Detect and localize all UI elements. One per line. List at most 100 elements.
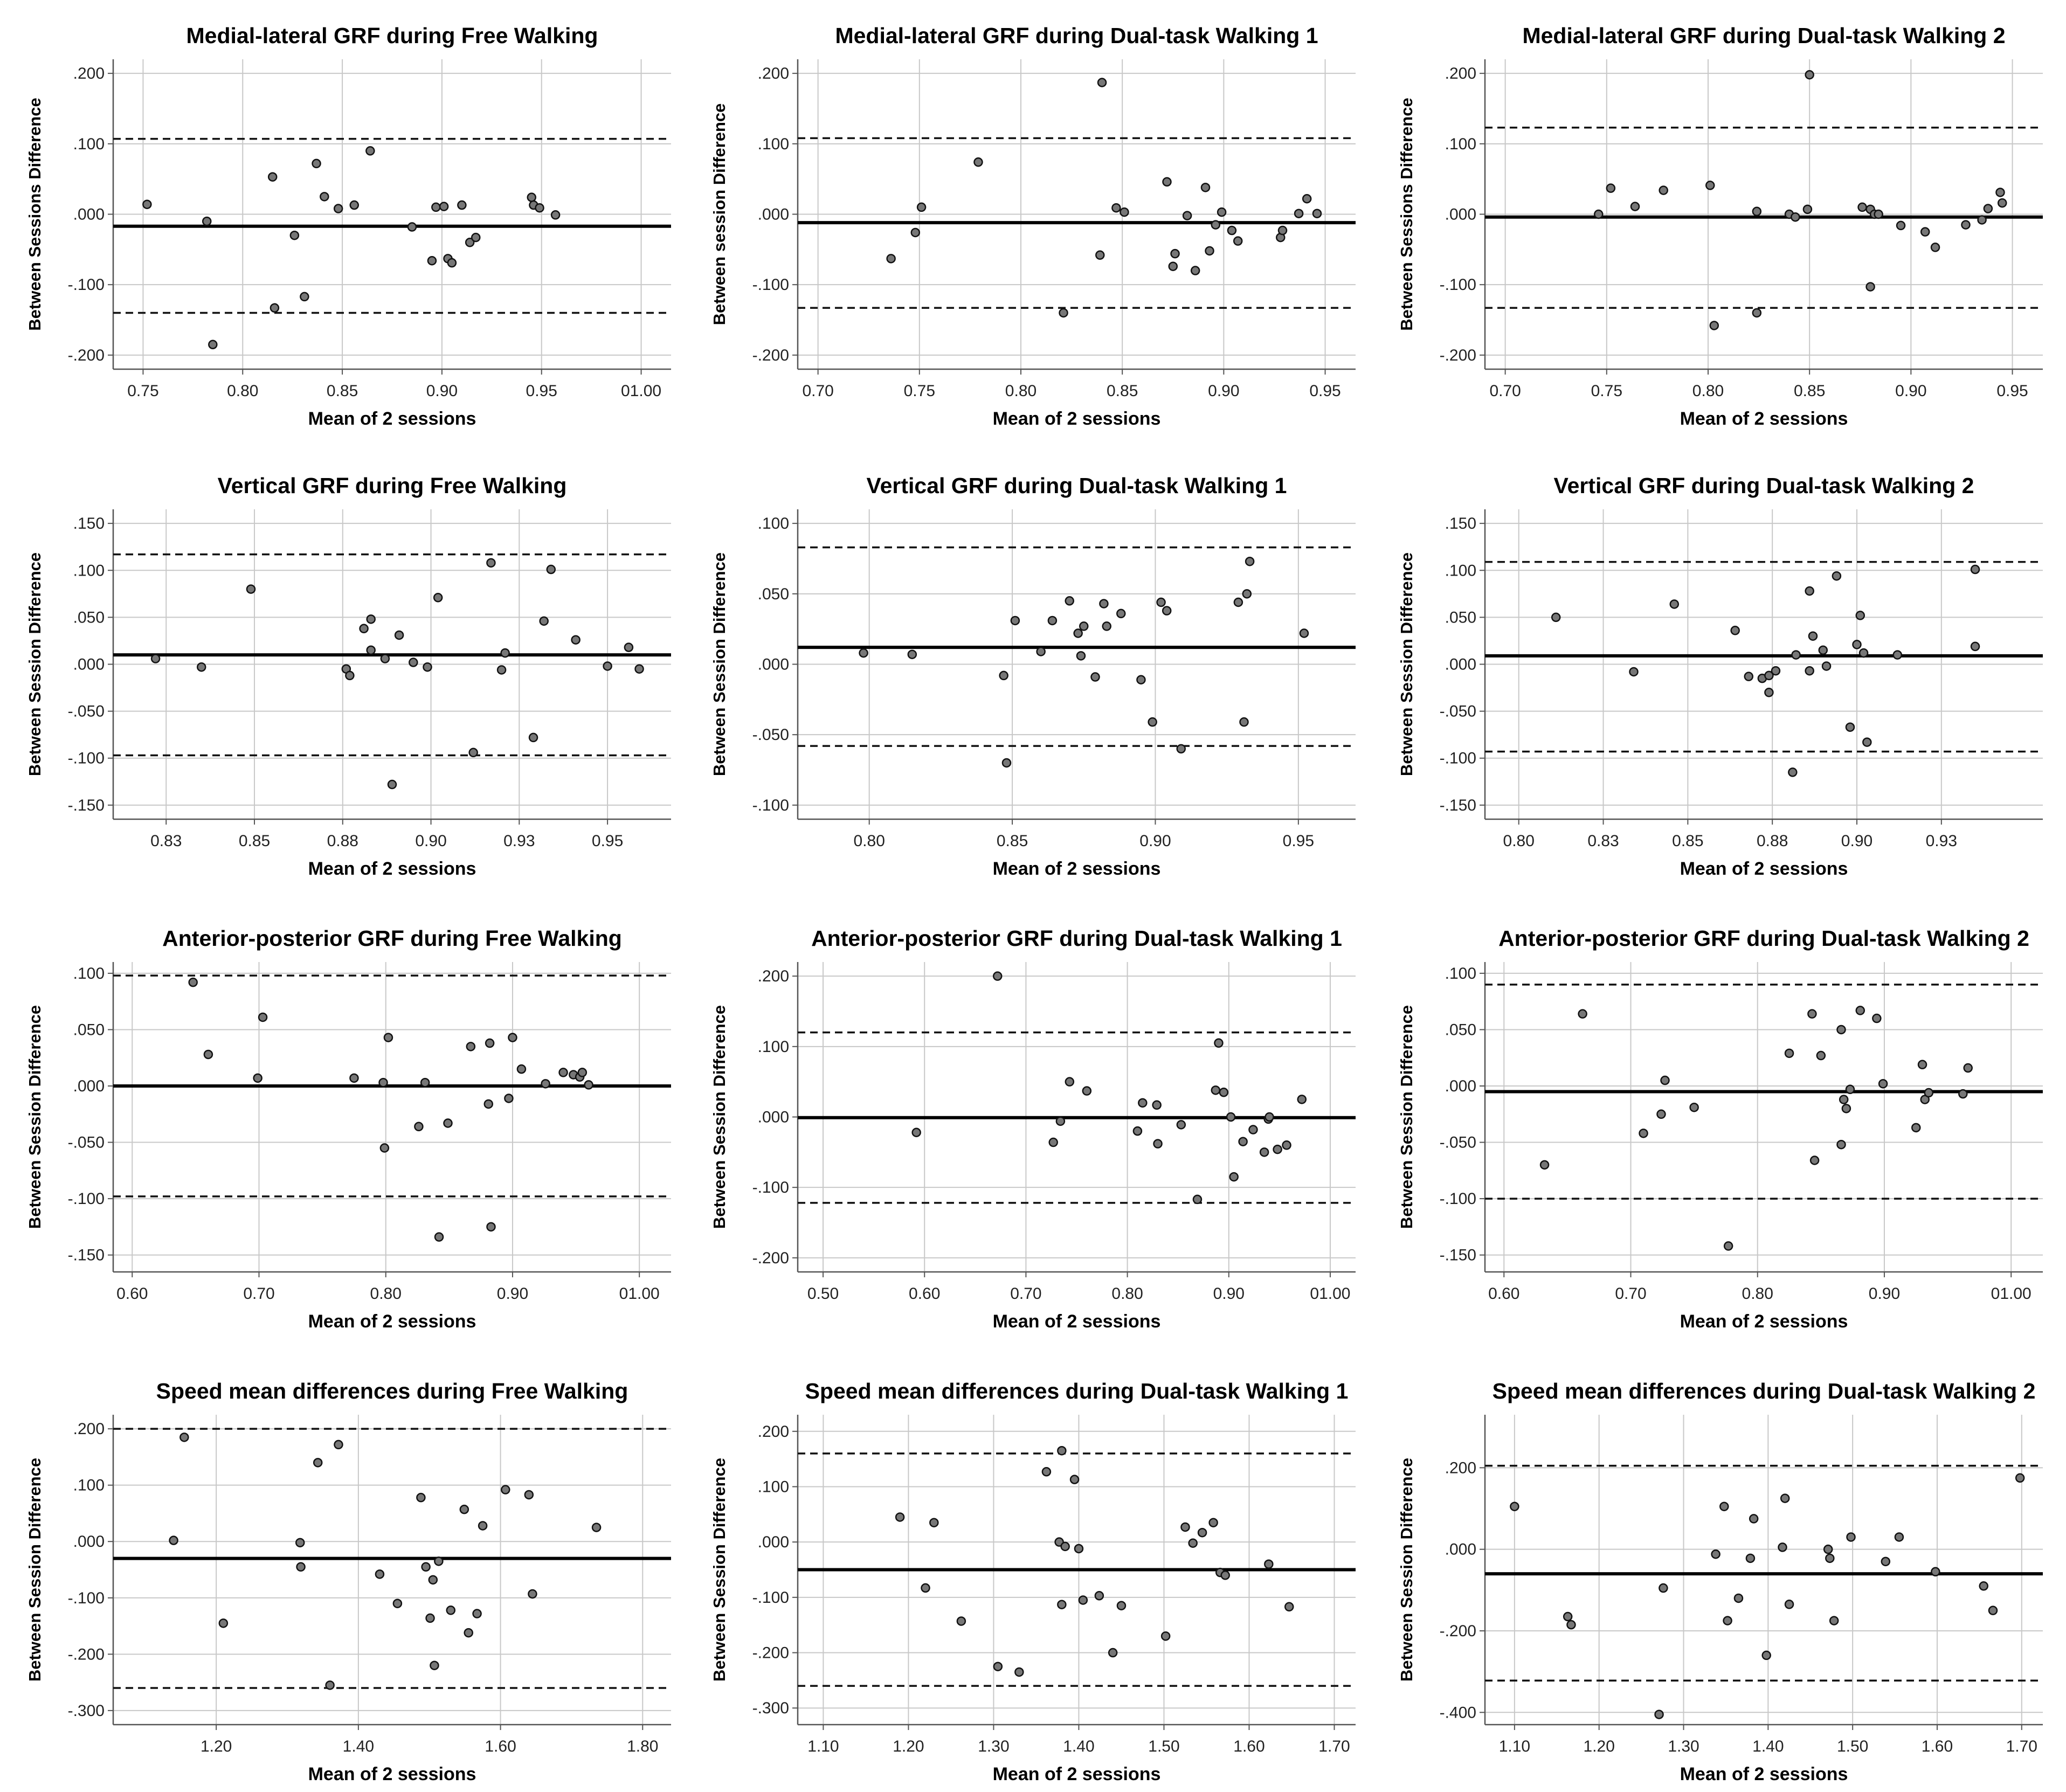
- data-point: [1805, 586, 1814, 596]
- data-point: [312, 158, 321, 169]
- data-point: [1983, 204, 1993, 213]
- y-axis-title: Between Session Difference: [1397, 1005, 1416, 1229]
- data-point: [333, 204, 343, 213]
- x-tick-label: 0.93: [503, 832, 535, 850]
- data-point: [1924, 1088, 1934, 1098]
- data-point: [325, 1680, 335, 1690]
- data-point: [459, 1504, 469, 1514]
- data-point: [150, 654, 161, 663]
- x-tick-label: 1.20: [1584, 1738, 1615, 1755]
- data-point: [208, 340, 218, 350]
- y-axis-title: Between Session Difference: [1397, 1458, 1416, 1682]
- data-point: [457, 200, 467, 210]
- data-point: [485, 1038, 495, 1048]
- data-point: [528, 732, 538, 743]
- data-point: [1639, 1129, 1648, 1138]
- x-tick-label: 0.90: [1841, 832, 1872, 850]
- x-tick-label: 0.75: [1591, 382, 1622, 400]
- x-axis-title: Mean of 2 sessions: [993, 859, 1161, 879]
- y-tick-label: .150: [1445, 515, 1476, 532]
- data-point: [1808, 631, 1818, 641]
- data-point: [1771, 666, 1781, 676]
- x-tick-label: 0.60: [909, 1285, 940, 1303]
- data-point: [345, 670, 355, 681]
- data-point: [1855, 1006, 1865, 1015]
- y-tick-label: .200: [73, 1420, 105, 1438]
- data-point: [1188, 1538, 1198, 1548]
- y-tick-label: .200: [73, 65, 105, 82]
- y-tick-label: -.150: [68, 1247, 105, 1264]
- data-point: [1752, 206, 1762, 217]
- y-axis-title: Between Session Difference: [1397, 552, 1416, 776]
- data-point: [895, 1512, 905, 1522]
- y-tick-label: -.100: [68, 750, 105, 767]
- data-point: [1001, 758, 1012, 768]
- data-point: [1836, 1139, 1846, 1150]
- data-point: [1805, 70, 1814, 80]
- data-point: [421, 1562, 431, 1572]
- data-point: [1132, 1126, 1143, 1136]
- y-tick-label: .100: [758, 135, 789, 153]
- data-point: [486, 558, 496, 568]
- data-point: [1659, 1583, 1668, 1593]
- data-point: [1302, 194, 1312, 204]
- y-tick-label: -.050: [752, 726, 789, 744]
- data-point: [1995, 188, 2005, 197]
- y-tick-label: .100: [1445, 562, 1476, 579]
- data-point: [443, 1118, 453, 1128]
- y-tick-label: -.100: [68, 276, 105, 294]
- data-point: [1660, 1075, 1670, 1085]
- data-point: [1116, 1601, 1127, 1610]
- data-point: [1930, 243, 1940, 252]
- data-point: [1778, 1542, 1787, 1552]
- data-point: [1839, 1095, 1849, 1104]
- data-point: [973, 157, 983, 167]
- x-axis-title: Mean of 2 sessions: [1680, 859, 1848, 879]
- y-tick-label: -.200: [68, 347, 105, 364]
- bland-altman-chart-1: 0.75 0.80 0.85 0.90 0.95 01.00 .200 .100 .000 -.1…: [25, 23, 671, 429]
- data-point: [1312, 209, 1322, 218]
- data-point: [1764, 688, 1774, 697]
- data-point: [1711, 1549, 1720, 1559]
- data-point: [1233, 597, 1243, 607]
- y-axis-title: Between Session Difference: [710, 552, 729, 776]
- x-tick-label: 0.88: [1757, 832, 1788, 850]
- data-point: [1744, 672, 1754, 681]
- x-tick-label: 0.83: [1587, 832, 1619, 850]
- data-point: [1057, 1445, 1067, 1456]
- y-tick-label: .150: [73, 515, 105, 532]
- data-point: [1709, 321, 1719, 330]
- data-point: [1752, 308, 1762, 318]
- data-point: [218, 1618, 229, 1628]
- chart-title: Speed mean differences during Dual-task …: [805, 1379, 1349, 1403]
- data-point: [1273, 1144, 1282, 1154]
- y-tick-label: -.050: [68, 1134, 105, 1152]
- data-point: [1229, 1172, 1239, 1182]
- x-tick-label: 0.70: [1010, 1285, 1041, 1303]
- data-point: [1566, 1620, 1576, 1630]
- data-point: [1082, 1086, 1092, 1096]
- data-point: [258, 1012, 268, 1022]
- data-point: [1881, 1556, 1891, 1567]
- x-tick-label: 0.90: [1208, 382, 1239, 400]
- bland-altman-chart-12: 1.10 1.20 1.30 1.40 1.50 1.60 1.70 .200 .000 -.20…: [1397, 1379, 2043, 1784]
- y-tick-label: .050: [758, 585, 789, 603]
- y-tick-label: -.200: [68, 1645, 105, 1663]
- data-point: [1931, 1567, 1940, 1577]
- y-tick-label: .200: [758, 65, 789, 82]
- data-point: [1282, 1140, 1291, 1150]
- data-point: [1829, 1616, 1839, 1625]
- x-tick-label: 1.60: [1922, 1738, 1953, 1755]
- data-point: [1120, 207, 1129, 217]
- bland-altman-chart-3: 0.70 0.75 0.80 0.85 0.90 0.95 .200 .100 .000 -.10…: [1397, 23, 2043, 429]
- data-point: [296, 1562, 306, 1572]
- data-point: [1865, 282, 1875, 292]
- y-tick-label: .100: [73, 135, 105, 153]
- x-tick-label: 1.20: [201, 1738, 232, 1755]
- data-point: [1892, 650, 1903, 660]
- data-point: [1730, 626, 1740, 635]
- y-tick-label: .000: [1445, 656, 1476, 674]
- data-point: [1821, 661, 1832, 671]
- data-point: [197, 662, 206, 672]
- y-tick-label: -.400: [1440, 1704, 1476, 1721]
